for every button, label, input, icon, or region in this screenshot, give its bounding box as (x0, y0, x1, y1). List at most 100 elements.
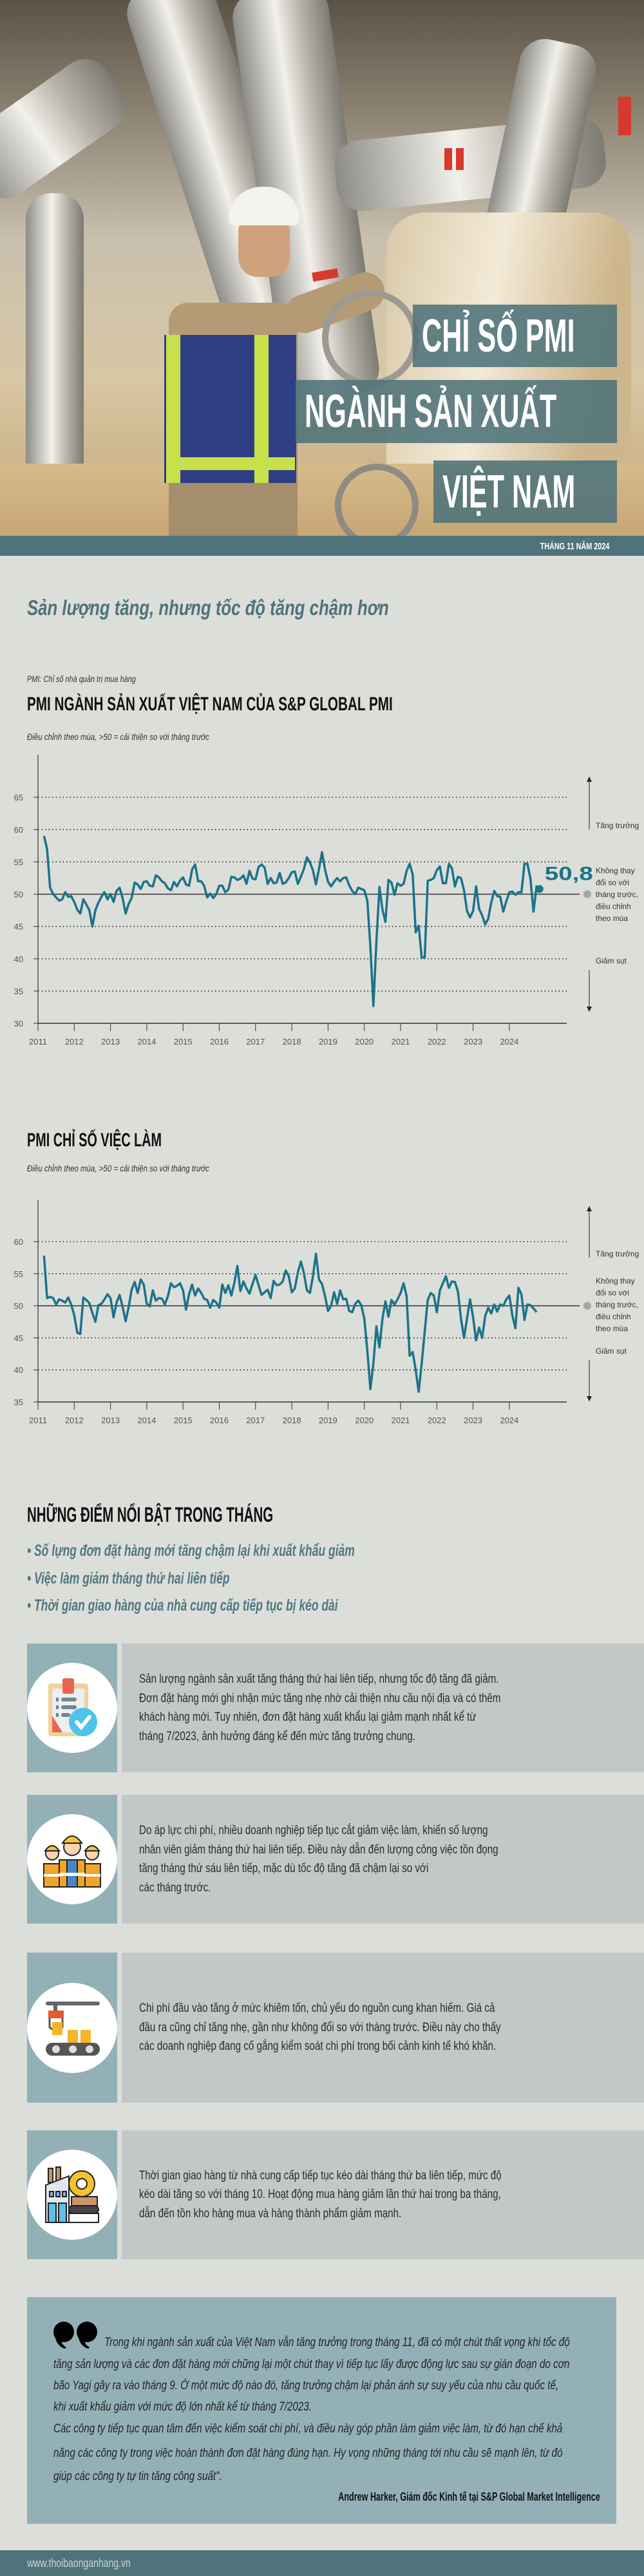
footer: www.thoibaonganhang.vn (0, 2550, 644, 2576)
hero-title-line-1: CHỈ SỐ PMI (413, 305, 617, 367)
y-tick-label: 35 (14, 987, 23, 996)
x-tick-label: 2021 (392, 1037, 410, 1046)
quote-mark-icon (53, 2322, 97, 2349)
y-tick-label: 60 (14, 1237, 23, 1247)
reference-dot (583, 1302, 591, 1310)
highlight-item: • Thời gian giao hàng của nhà cung cấp t… (27, 1596, 338, 1615)
pmi-employment-chart: 60 55 50 45 40 35 2011 2012 2013 2014 2015 2016 2017… (14, 1200, 639, 1425)
card-delivery: Thời gian giao hàng từ nhà cung cấp tiếp… (27, 2130, 644, 2259)
no-change-label: theo mùa (596, 1324, 628, 1333)
highlight-item: • Số lựng đơn đặt hàng mới tăng chậm lại… (27, 1542, 355, 1560)
decline-label: Giảm sụt (596, 1347, 627, 1356)
chart1-subtitle: Điều chỉnh theo mùa, >50 = cải thiện so … (27, 732, 209, 742)
y-tick-label: 45 (14, 1333, 23, 1343)
y-tick-label: 50 (14, 889, 23, 899)
no-change-label: điều chỉnh (596, 902, 631, 911)
quote-line: tăng sản lượng và các đơn đặt hàng mới c… (53, 2358, 570, 2371)
quote-line: khi xuất khẩu giảm với mức độ lớn nhất k… (53, 2400, 312, 2414)
arrow-down-icon (587, 1396, 592, 1401)
y-tick-label: 35 (14, 1397, 23, 1407)
no-change-label: Không thay (596, 866, 635, 875)
x-tick-label: 2019 (319, 1037, 337, 1046)
x-tick-label: 2013 (101, 1416, 120, 1425)
x-tick-label: 2011 (29, 1037, 47, 1046)
no-change-label: tháng trước, (596, 1300, 638, 1309)
x-tick-label: 2022 (428, 1416, 446, 1425)
x-tick-label: 2023 (464, 1037, 482, 1046)
series-line (43, 1253, 538, 1393)
chart-note: PMI: Chỉ số nhà quản trị mua hàng (27, 674, 136, 684)
x-tick-label: 2024 (500, 1416, 518, 1425)
decline-label: Giảm sụt (596, 956, 627, 965)
quote-line: năng các công ty trong việc hoàn thành đ… (53, 2447, 563, 2460)
hero-title-line-3: VIỆT NAM (433, 460, 617, 523)
bullet-icon: • (27, 1596, 34, 1615)
chart2-title: PMI CHỈ SỐ VIỆC LÀM (27, 1130, 162, 1151)
x-tick-label: 2011 (29, 1416, 47, 1425)
y-tick-label: 55 (14, 857, 23, 867)
x-tick-label: 2016 (210, 1416, 229, 1425)
x-tick-label: 2024 (500, 1037, 518, 1046)
section-heading: Sản lượng tăng, nhưng tốc độ tăng chậm h… (27, 596, 389, 620)
website-link[interactable]: www.thoibaonganhang.vn (27, 2557, 131, 2570)
x-tick-label: 2015 (174, 1037, 193, 1046)
arrow-down-icon (587, 1007, 592, 1012)
quote-line: giúp các công ty tự tin tăng công suất". (53, 2470, 222, 2483)
x-tick-label: 2023 (464, 1416, 482, 1425)
highlights-heading: NHỮNG ĐIỂM NỔI BẬT TRONG THÁNG (27, 1503, 274, 1526)
card-costs: Chi phí đầu vào tăng ở mức khiêm tốn, ch… (27, 1953, 644, 2103)
x-tick-label: 2020 (355, 1416, 374, 1425)
bullet-icon: • (27, 1569, 34, 1587)
clipboard-check-icon (48, 1678, 97, 1736)
x-tick-label: 2021 (392, 1416, 410, 1425)
x-tick-label: 2016 (210, 1037, 229, 1046)
no-change-label: Không thay (596, 1276, 635, 1285)
growth-label: Tăng trưởng (596, 1249, 639, 1258)
card-employment: Do áp lực chi phí, nhiều doanh nghiệp ti… (27, 1795, 644, 1924)
highlight-item: • Việc làm giảm tháng thứ hai liên tiếp (27, 1569, 230, 1587)
quote-line: Trong khi ngành sản xuất của Việt Nam vẫ… (104, 2336, 570, 2349)
x-tick-label: 2022 (428, 1037, 446, 1046)
x-tick-label: 2012 (65, 1416, 84, 1425)
growth-label: Tăng trưởng (596, 821, 639, 830)
quote-line: bão Yagi gây ra vào tháng 9. Ở một mức đ… (53, 2379, 559, 2392)
workers-icon (43, 1835, 101, 1888)
x-tick-label: 2012 (65, 1037, 84, 1046)
factory-icon (45, 2166, 99, 2223)
x-tick-label: 2015 (174, 1416, 193, 1425)
x-tick-label: 2014 (137, 1037, 156, 1046)
series-line (43, 835, 540, 1007)
x-tick-label: 2017 (246, 1416, 265, 1425)
last-value-dot (535, 885, 544, 893)
y-tick-label: 40 (14, 1365, 23, 1375)
arrow-up-icon (587, 1206, 592, 1211)
x-tick-label: 2018 (283, 1416, 301, 1425)
no-change-label: theo mùa (596, 914, 628, 923)
last-value-label: 50,8 (545, 863, 593, 884)
hero-title-line-2: NGÀNH SẢN XUẤT (296, 380, 617, 443)
x-tick-label: 2013 (101, 1037, 120, 1046)
y-tick-label: 30 (14, 1019, 23, 1028)
no-change-label: đổi so với (596, 1289, 629, 1298)
no-change-label: điều chỉnh (596, 1312, 631, 1321)
no-change-label: tháng trước, (596, 890, 638, 899)
y-tick-label: 50 (14, 1302, 23, 1311)
arrow-up-icon (587, 777, 592, 782)
quote-line: Các công ty tiếp tục quan tâm đến việc k… (53, 2422, 563, 2436)
x-tick-label: 2020 (355, 1037, 374, 1046)
x-tick-label: 2019 (319, 1416, 337, 1425)
reference-dot (583, 890, 591, 898)
y-tick-label: 45 (14, 922, 23, 932)
y-tick-label: 55 (14, 1269, 23, 1279)
pmi-manufacturing-chart: 65 60 55 50 45 40 35 30 2011 2012 2013 2014 2015 2016… (14, 755, 639, 1046)
hero-photo (0, 0, 644, 536)
y-tick-label: 40 (14, 954, 23, 964)
report-date: THÁNG 11 NĂM 2024 (540, 541, 609, 552)
bullet-icon: • (27, 1542, 34, 1560)
chart1-title: PMI NGÀNH SẢN XUẤT VIỆT NAM CỦA S&P GLOB… (27, 694, 393, 715)
quote-box: Trong khi ngành sản xuất của Việt Nam vẫ… (27, 2297, 616, 2524)
x-tick-label: 2014 (137, 1416, 156, 1425)
x-tick-label: 2017 (246, 1037, 265, 1046)
y-tick-label: 60 (14, 825, 23, 835)
x-tick-label: 2018 (283, 1037, 301, 1046)
